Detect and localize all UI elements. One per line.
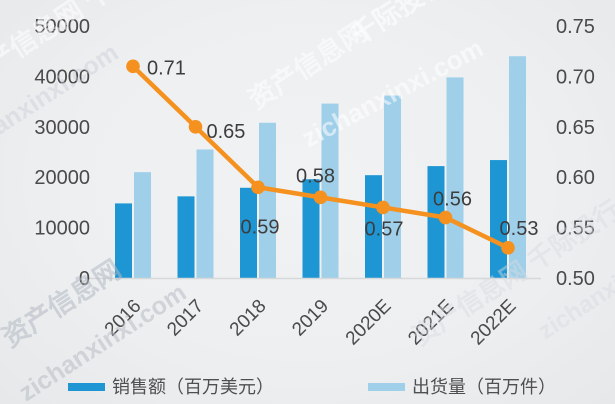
line-point-2017 [188, 120, 203, 134]
x-axis-label-2019: 2019 [288, 296, 333, 341]
line-label-2022E: 0.53 [500, 218, 539, 240]
right-axis-tick-0.65: 0.65 [556, 117, 595, 139]
line-label-2016: 0.71 [147, 57, 186, 79]
bar-sales-2020E [365, 175, 382, 278]
bar-sales-2016 [115, 203, 132, 278]
legend-label-sales: 销售额（百万美元） [112, 377, 274, 397]
line-label-2018: 0.59 [241, 216, 280, 238]
line-point-2019 [313, 190, 328, 205]
left-axis-tick-0: 0 [79, 268, 90, 290]
bar-shipments-2018 [259, 122, 276, 278]
legend-swatch-shipments [368, 383, 405, 391]
bar-sales-2019 [302, 179, 320, 278]
legend-item-sales: 销售额（百万美元） [68, 377, 274, 397]
line-point-2021E [438, 210, 453, 225]
bar-shipments-2017 [196, 149, 214, 278]
left-axis-tick-50000: 50000 [34, 16, 90, 38]
left-axis-tick-10000: 10000 [34, 218, 90, 240]
left-axis-tick-30000: 30000 [34, 117, 90, 139]
bar-shipments-2021E [446, 77, 464, 279]
line-label-2017: 0.65 [207, 121, 246, 143]
bar-shipments-2020E [384, 95, 401, 278]
left-axis-tick-40000: 40000 [34, 66, 90, 88]
bar-sales-2017 [177, 196, 195, 278]
left-axis-tick-20000: 20000 [34, 167, 90, 189]
line-label-2021E: 0.56 [433, 189, 472, 211]
bar-sales-2018 [240, 187, 257, 278]
right-axis-tick-0.70: 0.70 [556, 66, 595, 88]
right-axis-tick-0.55: 0.55 [556, 218, 595, 240]
legend-item-shipments: 出货量（百万件） [368, 377, 556, 397]
bar-shipments-2019 [321, 103, 339, 278]
bar-shipments-2022E [509, 56, 526, 278]
right-axis-tick-0.75: 0.75 [556, 16, 595, 38]
bar-sales-2021E [427, 166, 445, 278]
right-axis-tick-0.50: 0.50 [556, 268, 595, 290]
line-point-2022E [501, 240, 515, 255]
bar-shipments-2016 [134, 172, 151, 278]
line-point-2020E [376, 200, 390, 215]
right-axis-tick-0.60: 0.60 [556, 167, 595, 189]
x-axis-label-2020E: 2020E [342, 296, 396, 350]
line-point-2016 [126, 59, 140, 74]
legend-swatch-sales [68, 383, 105, 391]
line-label-2020E: 0.57 [365, 218, 404, 240]
line-label-2019: 0.58 [296, 165, 335, 187]
x-axis-label-2018: 2018 [226, 296, 271, 341]
legend-label-shipments: 出货量（百万件） [412, 377, 556, 397]
line-point-2018 [251, 180, 265, 195]
